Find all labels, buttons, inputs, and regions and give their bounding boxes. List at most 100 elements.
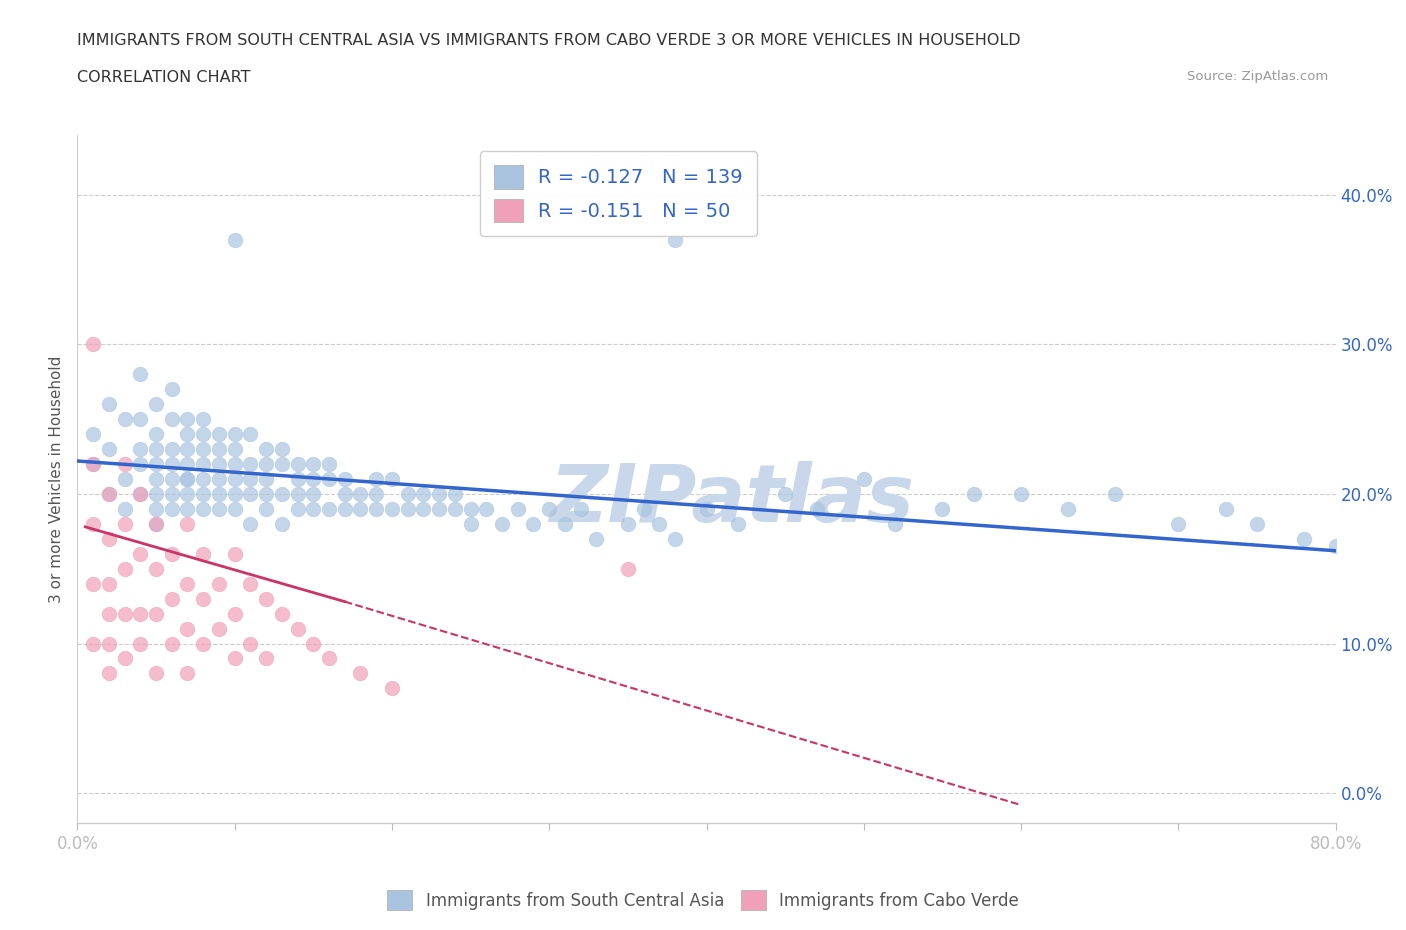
Point [176, 457, 198, 472]
Point [97, 577, 120, 591]
Point [208, 442, 231, 457]
Point [270, 457, 292, 472]
Point [129, 606, 152, 621]
Point [97, 486, 120, 501]
Point [208, 486, 231, 501]
Point [302, 501, 325, 516]
Point [1057, 501, 1080, 516]
Point [114, 606, 136, 621]
Point [318, 472, 340, 486]
Point [224, 232, 246, 247]
Point [82, 457, 104, 472]
Point [224, 472, 246, 486]
Point [287, 501, 309, 516]
Point [176, 427, 198, 442]
Point [97, 531, 120, 546]
Point [160, 442, 183, 457]
Point [145, 442, 167, 457]
Point [97, 606, 120, 621]
Point [1246, 516, 1268, 531]
Point [254, 591, 277, 606]
Point [129, 457, 152, 472]
Point [664, 531, 686, 546]
Point [208, 457, 231, 472]
Point [852, 472, 875, 486]
Point [333, 472, 356, 486]
Point [1167, 516, 1189, 531]
Point [633, 501, 655, 516]
Point [176, 666, 198, 681]
Point [114, 457, 136, 472]
Point [224, 457, 246, 472]
Point [239, 427, 262, 442]
Point [396, 486, 419, 501]
Point [412, 486, 434, 501]
Text: CORRELATION CHART: CORRELATION CHART [77, 70, 250, 85]
Point [696, 501, 718, 516]
Text: ZIPatlas: ZIPatlas [550, 460, 914, 538]
Point [129, 442, 152, 457]
Point [884, 516, 907, 531]
Point [160, 591, 183, 606]
Point [585, 531, 607, 546]
Point [114, 516, 136, 531]
Point [191, 486, 215, 501]
Point [114, 472, 136, 486]
Point [191, 546, 215, 561]
Point [191, 427, 215, 442]
Point [460, 501, 482, 516]
Point [506, 501, 529, 516]
Point [145, 501, 167, 516]
Text: Source: ZipAtlas.com: Source: ZipAtlas.com [1188, 70, 1329, 83]
Point [475, 501, 498, 516]
Point [554, 516, 576, 531]
Point [224, 486, 246, 501]
Legend: R = -0.127   N = 139, R = -0.151   N = 50: R = -0.127 N = 139, R = -0.151 N = 50 [479, 152, 756, 236]
Point [160, 501, 183, 516]
Point [224, 546, 246, 561]
Point [270, 606, 292, 621]
Point [82, 457, 104, 472]
Point [160, 636, 183, 651]
Point [366, 501, 388, 516]
Point [160, 381, 183, 396]
Point [727, 516, 749, 531]
Point [287, 486, 309, 501]
Point [254, 442, 277, 457]
Point [191, 472, 215, 486]
Point [664, 232, 686, 247]
Point [224, 501, 246, 516]
Point [191, 412, 215, 427]
Point [145, 516, 167, 531]
Point [82, 427, 104, 442]
Point [208, 621, 231, 636]
Point [145, 666, 167, 681]
Point [191, 636, 215, 651]
Point [129, 366, 152, 381]
Point [287, 621, 309, 636]
Point [224, 606, 246, 621]
Point [254, 486, 277, 501]
Point [114, 562, 136, 577]
Point [160, 486, 183, 501]
Point [333, 486, 356, 501]
Point [82, 516, 104, 531]
Point [208, 427, 231, 442]
Point [145, 486, 167, 501]
Point [427, 486, 450, 501]
Point [145, 472, 167, 486]
Point [254, 651, 277, 666]
Point [224, 427, 246, 442]
Point [302, 457, 325, 472]
Point [444, 486, 467, 501]
Point [239, 636, 262, 651]
Point [176, 486, 198, 501]
Point [1104, 486, 1126, 501]
Point [806, 501, 828, 516]
Point [114, 501, 136, 516]
Point [239, 472, 262, 486]
Point [617, 562, 640, 577]
Point [191, 591, 215, 606]
Point [145, 562, 167, 577]
Point [444, 501, 467, 516]
